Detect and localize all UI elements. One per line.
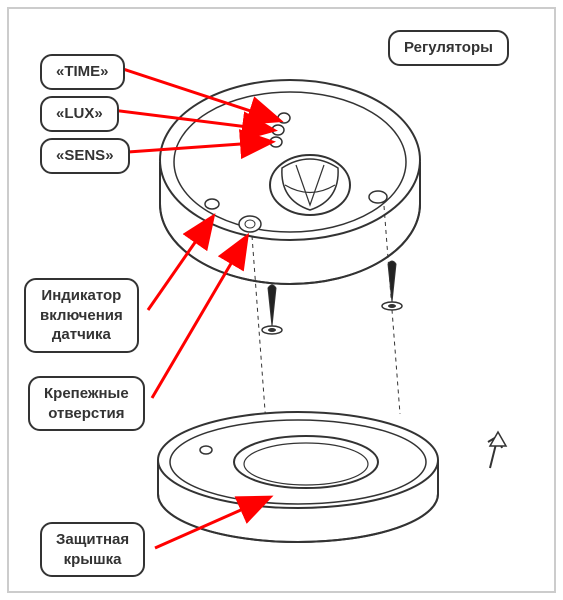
sensor-dome (270, 155, 350, 215)
label-cover: Защитная крышка (40, 522, 145, 577)
label-time: «TIME» (40, 54, 125, 90)
mounting-slot-left (239, 216, 261, 232)
label-regulators: Регуляторы (388, 30, 509, 66)
cover-body (158, 412, 438, 542)
mounting-slot-right (369, 191, 387, 203)
indicator-hole (205, 199, 219, 209)
direction-arrow-icon (488, 432, 506, 468)
screw-left (262, 285, 282, 334)
label-mounting: Крепежные отверстия (28, 376, 145, 431)
diagram-container: Регуляторы «TIME» «LUX» «SENS» Индикатор… (0, 0, 563, 600)
label-lux: «LUX» (40, 96, 119, 132)
label-sens: «SENS» (40, 138, 130, 174)
screw-right (382, 261, 402, 310)
label-indicator: Индикатор включения датчика (24, 278, 139, 353)
